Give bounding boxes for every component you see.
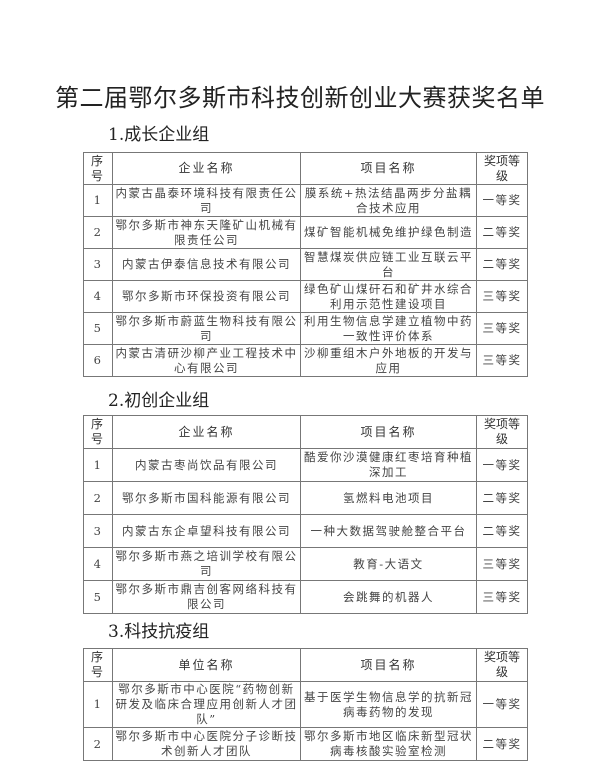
table-header-row: 序号 单位名称 项目名称 奖项等级 [83,648,528,682]
table-row: 6 内蒙古清研沙柳产业工程技术中心有限公司 沙柳重组木户外地板的开发与应用 三等奖 [83,344,528,377]
seq-cell: 1 [83,681,113,728]
project-name-cell: 煤矿智能机械免维护绿色制造 [300,216,477,249]
document-title: 第二届鄂尔多斯市科技创新创业大赛获奖名单 [55,84,545,112]
project-name-cell: 会跳舞的机器人 [300,580,477,614]
seq-cell: 3 [83,248,113,281]
award-level-cell: 三等奖 [476,547,528,581]
seq-cell: 2 [83,727,113,761]
org-name-cell: 内蒙古晶泰环境科技有限责任公司 [112,184,301,217]
seq-cell: 2 [83,216,113,249]
seq-cell: 1 [83,184,113,217]
seq-cell: 6 [83,344,113,377]
org-name-cell: 内蒙古清研沙柳产业工程技术中心有限公司 [112,344,301,377]
awards-table-growth: 序号 企业名称 项目名称 奖项等级 1 内蒙古晶泰环境科技有限责任公司 膜系统+热法结晶两步… [83,152,528,377]
table-row: 1 内蒙古晶泰环境科技有限责任公司 膜系统+热法结晶两步分盐耦合技术应用 一等奖 [83,184,528,217]
section-heading-growth: 1.成长企业组 [108,125,210,145]
seq-cell: 4 [83,547,113,581]
column-header: 企业名称 [112,415,301,449]
project-name-cell: 沙柳重组木户外地板的开发与应用 [300,344,477,377]
project-name-cell: 酷爱你沙漠健康红枣培育种植深加工 [300,448,477,482]
seq-cell: 3 [83,514,113,548]
table-row: 4 鄂尔多斯市燕之培训学校有限公司 教育-大语文 三等奖 [83,547,528,581]
project-name-cell: 利用生物信息学建立植物中药一致性评价体系 [300,312,477,345]
table-row: 2 鄂尔多斯市神东天隆矿山机械有限责任公司 煤矿智能机械免维护绿色制造 二等奖 [83,216,528,249]
table-header-row: 序号 企业名称 项目名称 奖项等级 [83,152,528,185]
project-name-cell: 鄂尔多斯市地区临床新型冠状病毒核酸实验室检测 [300,727,477,761]
award-level-cell: 二等奖 [476,727,528,761]
seq-cell: 1 [83,448,113,482]
table-row: 1 内蒙古枣尚饮品有限公司 酷爱你沙漠健康红枣培育种植深加工 一等奖 [83,448,528,482]
org-name-cell: 鄂尔多斯市环保投资有限公司 [112,280,301,313]
award-level-cell: 二等奖 [476,514,528,548]
project-name-cell: 智慧煤炭供应链工业互联云平台 [300,248,477,281]
table-row: 3 内蒙古东企卓望科技有限公司 一种大数据驾驶舱整合平台 二等奖 [83,514,528,548]
award-level-cell: 三等奖 [476,344,528,377]
award-level-cell: 一等奖 [476,184,528,217]
award-level-cell: 三等奖 [476,280,528,313]
project-name-cell: 教育-大语文 [300,547,477,581]
column-header: 序号 [83,152,113,185]
org-name-cell: 内蒙古伊泰信息技术有限公司 [112,248,301,281]
org-name-cell: 鄂尔多斯市中心医院“药物创新研发及临床合理应用创新人才团队” [112,681,301,728]
project-name-cell: 基于医学生物信息学的抗新冠病毒药物的发现 [300,681,477,728]
column-header: 项目名称 [300,415,477,449]
column-header: 项目名称 [300,648,477,682]
column-header: 奖项等级 [476,152,528,185]
org-name-cell: 鄂尔多斯市蔚蓝生物科技有限公司 [112,312,301,345]
org-name-cell: 鄂尔多斯市国科能源有限公司 [112,481,301,515]
award-level-cell: 三等奖 [476,580,528,614]
column-header: 企业名称 [112,152,301,185]
seq-cell: 4 [83,280,113,313]
org-name-cell: 鄂尔多斯市中心医院分子诊断技术创新人才团队 [112,727,301,761]
seq-cell: 5 [83,312,113,345]
table-row: 5 鄂尔多斯市蔚蓝生物科技有限公司 利用生物信息学建立植物中药一致性评价体系 三等奖 [83,312,528,345]
org-name-cell: 内蒙古枣尚饮品有限公司 [112,448,301,482]
awards-table-startup: 序号 企业名称 项目名称 奖项等级 1 内蒙古枣尚饮品有限公司 酷爱你沙漠健康红枣培育种植深… [83,415,528,614]
project-name-cell: 氢燃料电池项目 [300,481,477,515]
org-name-cell: 鄂尔多斯市鼎吉创客网络科技有限公司 [112,580,301,614]
table-row: 2 鄂尔多斯市中心医院分子诊断技术创新人才团队 鄂尔多斯市地区临床新型冠状病毒核酸实… [83,727,528,761]
award-level-cell: 二等奖 [476,216,528,249]
section-heading-startup: 2.初创企业组 [108,391,210,411]
project-name-cell: 膜系统+热法结晶两步分盐耦合技术应用 [300,184,477,217]
table-row: 5 鄂尔多斯市鼎吉创客网络科技有限公司 会跳舞的机器人 三等奖 [83,580,528,614]
table-row: 4 鄂尔多斯市环保投资有限公司 绿色矿山煤矸石和矿井水综合利用示范性建设项目 三等奖 [83,280,528,313]
org-name-cell: 鄂尔多斯市燕之培训学校有限公司 [112,547,301,581]
table-row: 2 鄂尔多斯市国科能源有限公司 氢燃料电池项目 二等奖 [83,481,528,515]
column-header: 单位名称 [112,648,301,682]
project-name-cell: 绿色矿山煤矸石和矿井水综合利用示范性建设项目 [300,280,477,313]
org-name-cell: 内蒙古东企卓望科技有限公司 [112,514,301,548]
org-name-cell: 鄂尔多斯市神东天隆矿山机械有限责任公司 [112,216,301,249]
section-heading-antiepidemic: 3.科技抗疫组 [108,622,210,642]
award-level-cell: 一等奖 [476,681,528,728]
award-level-cell: 三等奖 [476,312,528,345]
award-level-cell: 一等奖 [476,448,528,482]
award-level-cell: 二等奖 [476,248,528,281]
seq-cell: 5 [83,580,113,614]
column-header: 奖项等级 [476,415,528,449]
table-row: 1 鄂尔多斯市中心医院“药物创新研发及临床合理应用创新人才团队” 基于医学生物信息学… [83,681,528,728]
seq-cell: 2 [83,481,113,515]
table-row: 3 内蒙古伊泰信息技术有限公司 智慧煤炭供应链工业互联云平台 二等奖 [83,248,528,281]
awards-table-antiepidemic: 序号 单位名称 项目名称 奖项等级 1 鄂尔多斯市中心医院“药物创新研发及临床合理应用创新… [83,648,528,761]
project-name-cell: 一种大数据驾驶舱整合平台 [300,514,477,548]
column-header: 项目名称 [300,152,477,185]
column-header: 序号 [83,648,113,682]
column-header: 序号 [83,415,113,449]
award-level-cell: 二等奖 [476,481,528,515]
table-header-row: 序号 企业名称 项目名称 奖项等级 [83,415,528,449]
column-header: 奖项等级 [476,648,528,682]
